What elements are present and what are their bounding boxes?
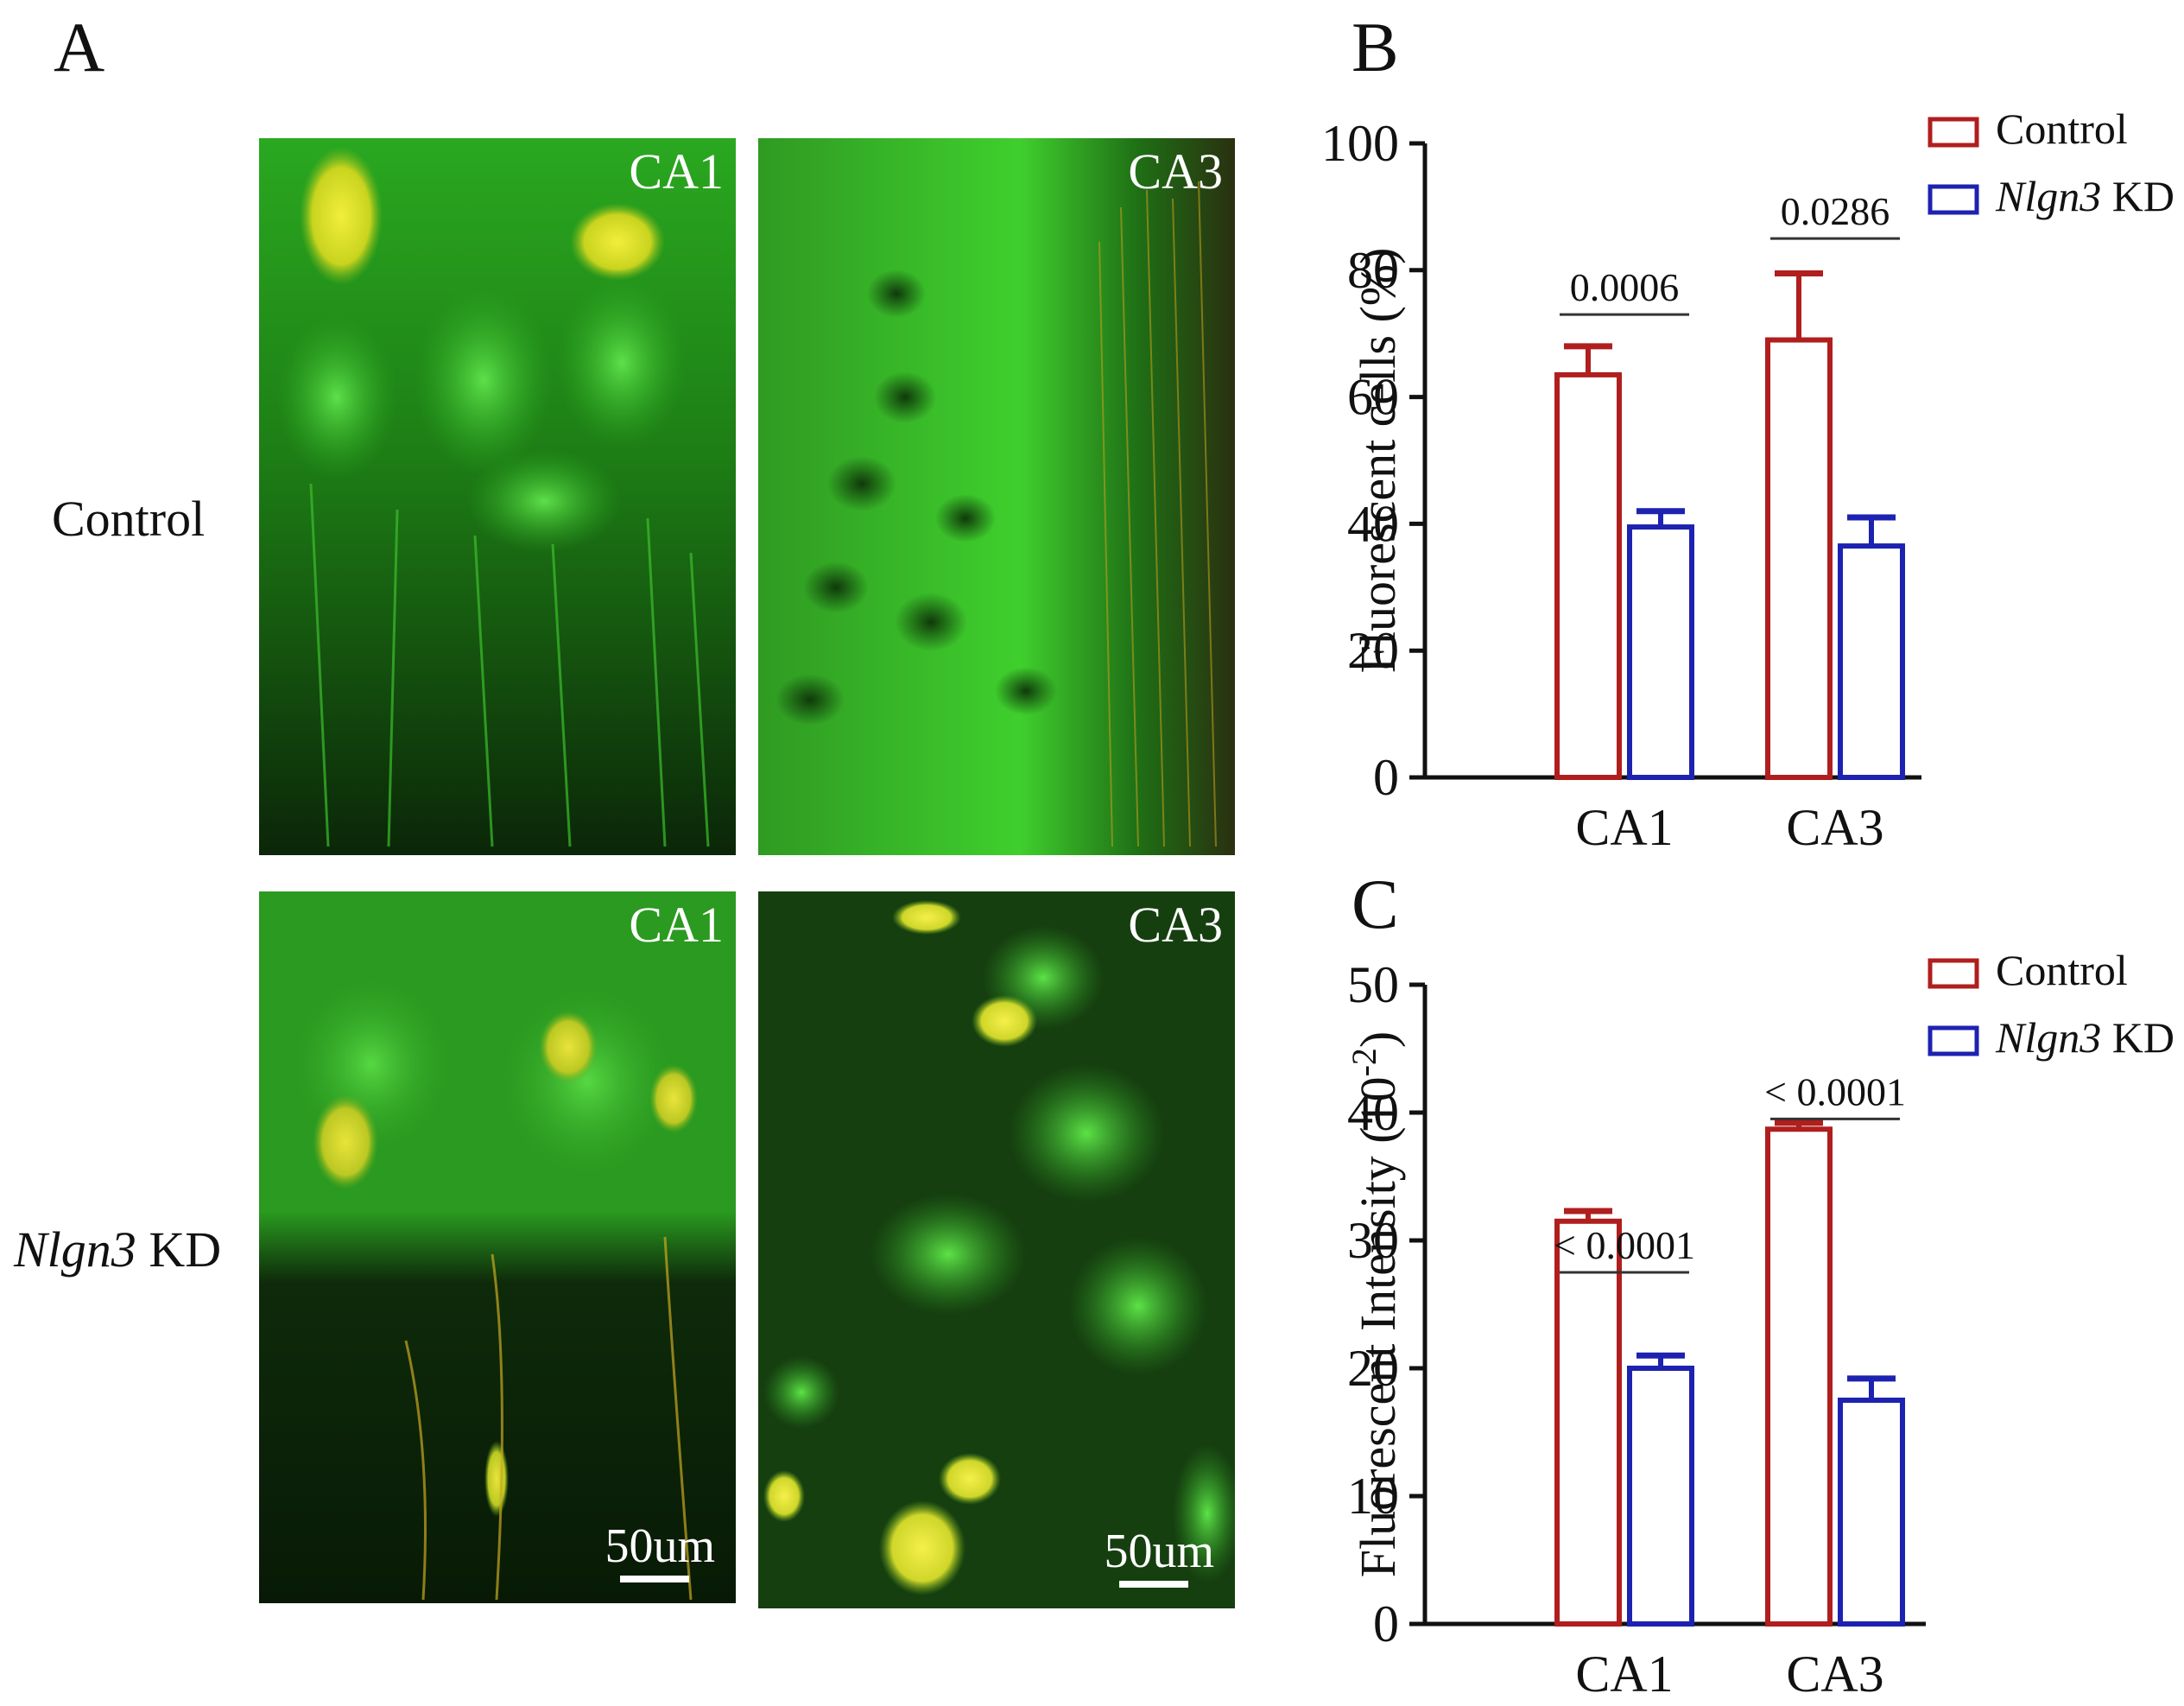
scale-label-bl: 50um — [605, 1519, 715, 1573]
panel-letter-c: C — [1352, 865, 1399, 943]
chart-c-y-axis-label: Fluorescent Intensity (10-2) — [1345, 1031, 1406, 1578]
chart-c-y-axis-label-main: Fluorescent Intensity (10 — [1350, 1076, 1406, 1577]
row-label-control: Control — [52, 491, 206, 547]
chart-b-y-tick-label: 20 — [1347, 622, 1399, 679]
chart-b-legend-suffix: KD — [2101, 172, 2175, 220]
row-label-kd: Nlgn3 KD — [14, 1225, 221, 1275]
chart-c-x-tick-label-ca1: CA1 — [1575, 1646, 1673, 1703]
chart-b-bar-kd-ca3 — [1838, 543, 1905, 781]
chart-b-pvalue-ca1: 0.0006 — [1570, 265, 1680, 309]
micrograph-kd-ca1-image — [259, 891, 736, 1603]
scale-label-br: 50um — [1104, 1525, 1214, 1578]
chart-b-y-tick-label: 0 — [1373, 749, 1399, 806]
panel-letter-b: B — [1352, 8, 1399, 86]
chart-b-bar-control-ca3 — [1765, 337, 1833, 780]
chart-b-y-tick-label: 60 — [1347, 369, 1399, 426]
chart-b-legend-label-control: Control — [1996, 105, 2128, 153]
chart-b-pvalue-ca3: 0.0286 — [1781, 189, 1890, 233]
chart-c-bar-kd-ca1 — [1627, 1366, 1694, 1627]
chart-fluorescent-intensity: 0 10 20 30 40 50 Fluorescent Intensity (10-2) C… — [1345, 946, 2175, 1703]
region-label-br: CA3 — [1128, 897, 1223, 953]
panel-letter-a: A — [54, 8, 105, 86]
chart-c-bar-control-ca3 — [1765, 1126, 1833, 1627]
chart-c-pvalue-ca3: < 0.0001 — [1764, 1069, 1906, 1113]
chart-c-legend-suffix: KD — [2101, 1013, 2175, 1062]
region-label-bl: CA1 — [629, 897, 724, 953]
kd-suffix: KD — [136, 1221, 222, 1278]
chart-fluorescent-cells: 0 20 40 60 80 100 Fluorescent cells (%) CA1 0.00… — [1321, 105, 2175, 856]
chart-b-y-tick-label: 80 — [1347, 242, 1399, 299]
chart-b-legend-swatch-control — [1928, 117, 1979, 148]
chart-c-legend-label-kd: Nlgn3 KD — [1995, 1013, 2175, 1062]
chart-b-y-tick-label: 100 — [1321, 115, 1399, 172]
micrograph-control-ca3: CA3 — [758, 138, 1235, 855]
scale-bar-br — [1119, 1581, 1188, 1588]
chart-c-legend-label-control: Control — [1996, 946, 2128, 994]
micrograph-kd-ca1: CA1 50um — [259, 891, 736, 1603]
scale-bar-bl — [620, 1576, 689, 1582]
micrograph-control-ca3-image — [758, 138, 1235, 855]
chart-b-bar-control-ca1 — [1554, 371, 1622, 780]
chart-b-y-axis-label: Fluorescent cells (%) — [1350, 248, 1406, 674]
chart-c-legend-gene: Nlgn3 — [1995, 1013, 2101, 1062]
chart-c-y-tick-label: 0 — [1373, 1595, 1399, 1652]
chart-b-legend-gene: Nlgn3 — [1995, 172, 2101, 220]
chart-c-legend-swatch-kd — [1928, 1025, 1979, 1056]
chart-c-pvalue-ca1: < 0.0001 — [1554, 1223, 1695, 1267]
chart-c-y-axis-label-close: ) — [1350, 1031, 1406, 1048]
micrograph-kd-ca3: CA3 50um — [758, 891, 1235, 1608]
chart-b-legend-label-kd: Nlgn3 KD — [1995, 172, 2175, 220]
chart-b-x-tick-label-ca1: CA1 — [1575, 799, 1673, 856]
chart-b-y-tick-label: 40 — [1347, 495, 1399, 552]
chart-b-bar-kd-ca1 — [1627, 524, 1694, 780]
chart-c-bar-kd-ca3 — [1838, 1398, 1905, 1627]
chart-c-y-tick-label: 50 — [1347, 956, 1399, 1013]
chart-c-y-tick-label: 30 — [1347, 1212, 1399, 1269]
micrograph-kd-ca3-image — [758, 891, 1235, 1608]
chart-c-x-tick-label-ca3: CA3 — [1786, 1646, 1883, 1703]
chart-c-legend-swatch-control — [1928, 958, 1979, 989]
chart-b-legend-swatch-kd — [1928, 184, 1979, 215]
chart-b-x-tick-label-ca3: CA3 — [1786, 799, 1883, 856]
micrograph-control-ca1-image — [259, 138, 736, 855]
micrograph-control-ca1: CA1 — [259, 138, 736, 855]
region-label-tl: CA1 — [629, 143, 724, 200]
chart-c-bar-control-ca1 — [1554, 1218, 1622, 1627]
chart-c-y-axis-label-exponent: -2 — [1345, 1048, 1383, 1076]
region-label-tr: CA3 — [1128, 143, 1223, 200]
chart-c-y-tick-label: 10 — [1347, 1468, 1399, 1525]
chart-c-y-tick-label: 20 — [1347, 1340, 1399, 1397]
chart-c-y-tick-label: 40 — [1347, 1084, 1399, 1141]
kd-gene-name: Nlgn3 — [14, 1221, 136, 1278]
